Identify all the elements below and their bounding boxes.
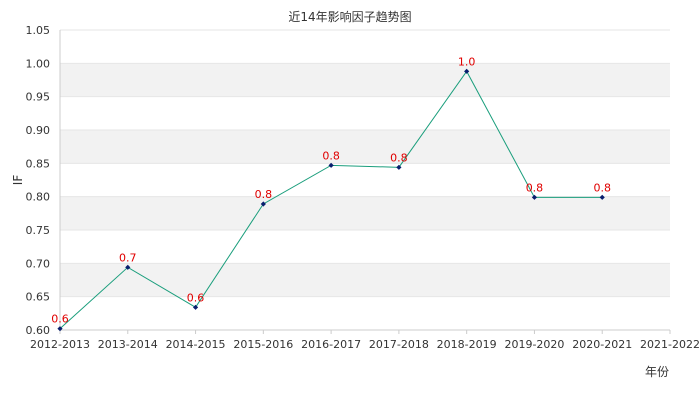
data-label: 0.7 — [119, 251, 137, 264]
x-ticks: 2012-2013 2013-2014 2014-2015 2015-2016 2016… — [30, 330, 700, 351]
data-label: 1.0 — [458, 55, 476, 68]
grid-lines — [60, 29, 670, 331]
x-tick-label: 2014-2015 — [166, 338, 226, 351]
x-tick-label: 2017-2018 — [369, 338, 429, 351]
data-label: 0.6 — [51, 313, 69, 326]
data-point[interactable] — [57, 326, 63, 332]
x-tick-label: 2012-2013 — [30, 338, 90, 351]
data-point[interactable] — [531, 194, 538, 200]
y-tick-label: 0.80 — [26, 191, 51, 204]
grid-band — [60, 130, 670, 164]
chart-title: 近14年影响因子趋势图 — [288, 9, 411, 24]
data-point[interactable] — [396, 164, 402, 170]
data-point[interactable] — [464, 68, 470, 74]
y-axis-label: IF — [11, 175, 25, 186]
data-label: 0.8 — [593, 181, 611, 194]
data-point[interactable] — [125, 264, 131, 270]
grid-band — [60, 196, 670, 230]
data-point[interactable] — [192, 304, 199, 310]
grid-bands — [60, 63, 670, 297]
y-tick-label: 0.90 — [26, 124, 51, 137]
x-axis-label: 年份 — [645, 365, 669, 379]
y-tick-label: 1.05 — [26, 24, 51, 37]
axes — [59, 30, 670, 331]
grid-band — [60, 63, 670, 97]
x-tick-label: 2020-2021 — [572, 338, 632, 351]
y-tick-label: 0.65 — [26, 291, 51, 304]
y-tick-label: 1.00 — [26, 57, 51, 70]
data-label: 0.8 — [390, 151, 408, 164]
x-tick-label: 2018-2019 — [437, 338, 497, 351]
x-tick-label: 2013-2014 — [98, 338, 158, 351]
data-label: 0.8 — [322, 149, 340, 162]
y-tick-label: 0.70 — [26, 257, 51, 270]
y-ticks: 0.60 0.65 0.70 0.75 0.80 0.85 0.90 0.95 1.00 1.05 — [26, 24, 51, 337]
data-point[interactable] — [599, 194, 605, 200]
y-tick-label: 0.60 — [26, 324, 51, 337]
y-tick-label: 0.75 — [26, 224, 51, 237]
data-label: 0.8 — [526, 181, 544, 194]
data-label: 0.8 — [255, 188, 273, 201]
x-tick-label: 2019-2020 — [504, 338, 564, 351]
x-tick-label: 2015-2016 — [233, 338, 293, 351]
y-tick-label: 0.85 — [26, 157, 51, 170]
series-group — [57, 68, 605, 332]
x-tick-label: 2016-2017 — [301, 338, 361, 351]
data-point[interactable] — [328, 162, 334, 168]
data-label: 0.6 — [187, 291, 205, 304]
data-point[interactable] — [260, 201, 266, 207]
data-labels: 0.6 0.7 0.6 0.8 0.8 0.8 1.0 0.8 0.8 — [51, 55, 611, 325]
grid-band — [60, 263, 670, 297]
y-tick-label: 0.95 — [26, 91, 51, 104]
x-tick-label: 2021-2022 — [640, 338, 700, 351]
